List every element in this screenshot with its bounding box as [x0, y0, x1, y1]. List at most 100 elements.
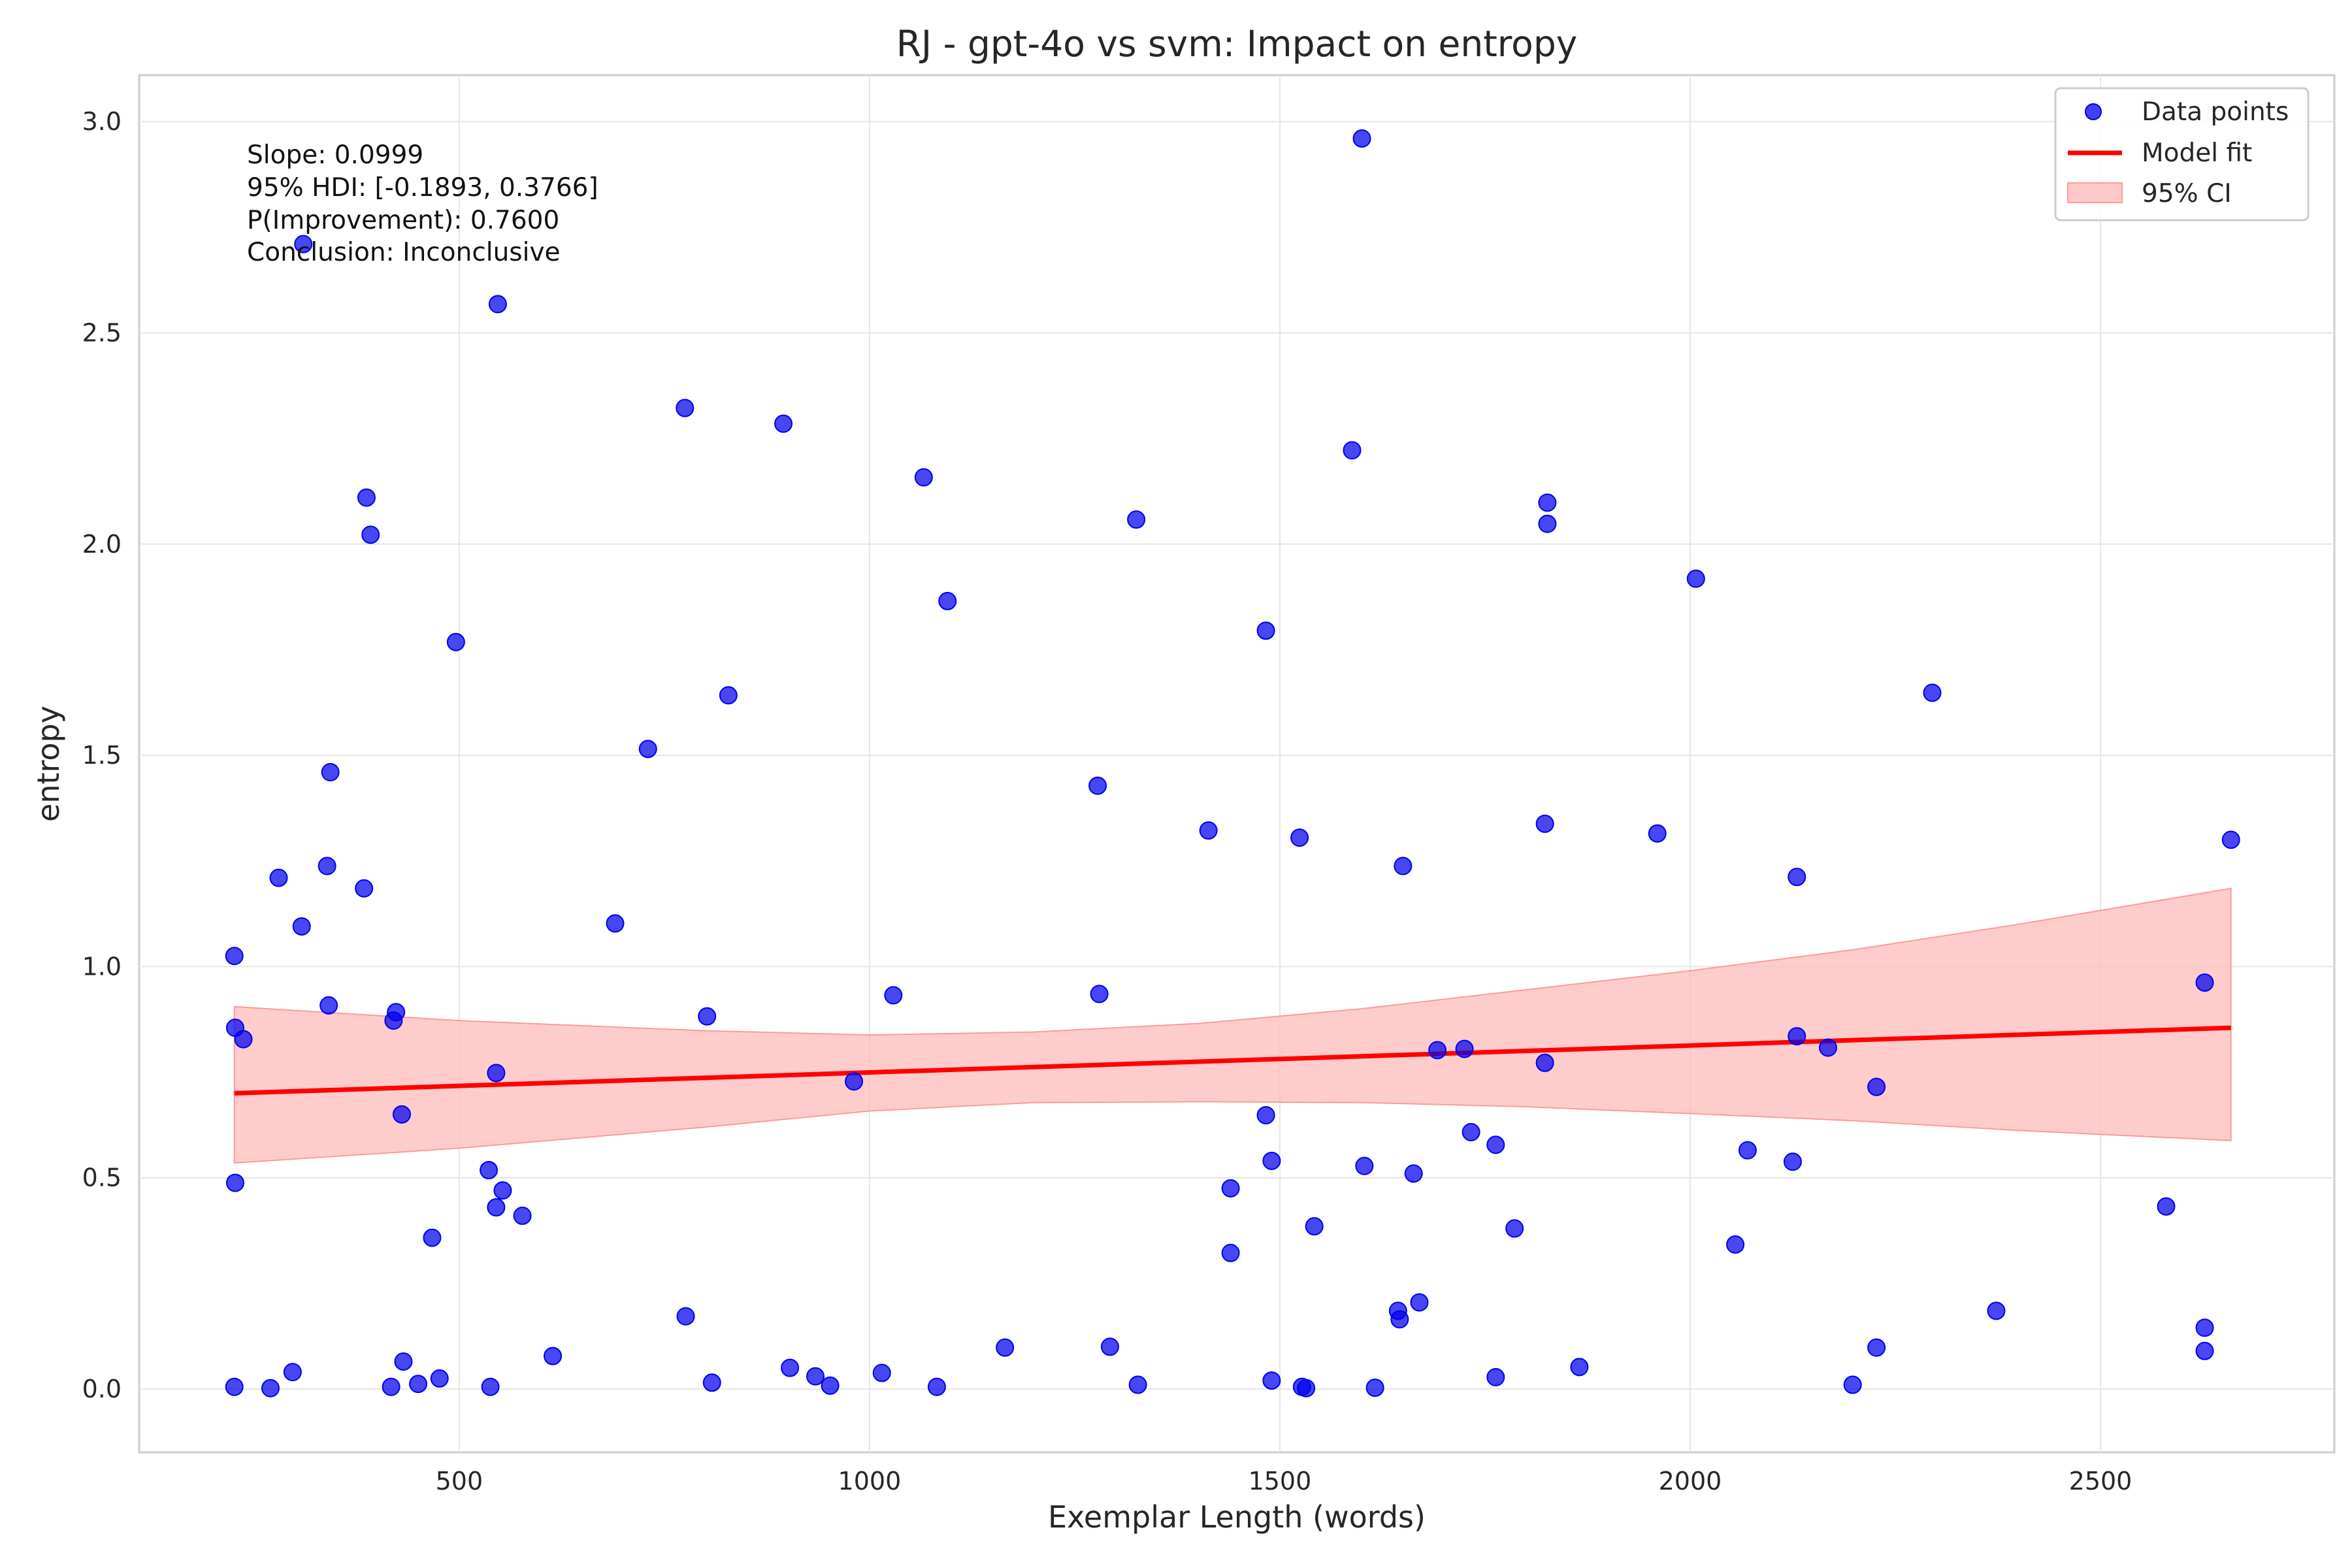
data-point	[355, 879, 374, 898]
data-point	[423, 1228, 442, 1247]
data-point	[225, 1377, 244, 1396]
annotation-p-improvement: P(Improvement): 0.7600	[247, 206, 559, 235]
data-point	[676, 399, 694, 417]
y-tick-label: 1.0	[82, 952, 122, 981]
model-fit-line	[234, 1025, 2231, 1096]
data-point	[481, 1377, 500, 1396]
data-point	[1570, 1358, 1589, 1377]
data-point	[1365, 1379, 1384, 1397]
data-point	[638, 740, 657, 759]
ci-band-layer	[233, 887, 2232, 1164]
data-point	[446, 632, 465, 651]
data-point	[1410, 1293, 1429, 1312]
data-point	[938, 592, 957, 611]
legend: Data points Model fit 95% CI	[2054, 87, 2310, 221]
y-tick-label: 0.0	[82, 1375, 122, 1403]
data-point	[294, 235, 313, 253]
data-point	[884, 986, 903, 1005]
data-point	[321, 762, 340, 781]
data-point	[1726, 1235, 1745, 1254]
data-point	[2221, 830, 2240, 849]
data-point	[269, 868, 288, 887]
data-point	[1738, 1141, 1757, 1160]
data-point	[1428, 1041, 1447, 1060]
data-point	[606, 914, 625, 933]
data-point	[261, 1379, 280, 1397]
data-point	[1343, 441, 1362, 460]
data-point	[234, 1030, 253, 1049]
data-point	[1221, 1179, 1240, 1198]
data-point	[2195, 1341, 2214, 1360]
data-point	[1819, 1038, 1838, 1057]
data-point	[1090, 985, 1109, 1004]
data-point	[430, 1369, 449, 1388]
data-points-layer	[225, 129, 2240, 1397]
legend-marker-ci	[2067, 182, 2123, 203]
data-point	[1535, 1053, 1554, 1072]
data-point	[1394, 857, 1413, 875]
annotation-box: Slope: 0.0999 95% HDI: [-0.1893, 0.3766]…	[247, 140, 598, 267]
data-point	[1256, 1105, 1275, 1124]
data-point	[806, 1367, 825, 1386]
data-point	[225, 947, 244, 966]
data-point	[1486, 1135, 1505, 1154]
chart-title: RJ - gpt-4o vs svm: Impact on entropy	[896, 23, 1578, 65]
y-axis-label: entropy	[31, 706, 66, 822]
y-tick-label: 2.0	[82, 530, 122, 559]
data-point	[1867, 1338, 1886, 1357]
data-point	[1538, 493, 1557, 512]
data-point	[1390, 1310, 1409, 1329]
data-point	[914, 468, 933, 487]
data-point	[1843, 1375, 1862, 1394]
data-point	[487, 1198, 506, 1217]
data-point	[698, 1007, 717, 1026]
data-point	[1535, 814, 1554, 833]
data-point	[927, 1377, 946, 1396]
y-tick-label: 1.5	[82, 741, 122, 770]
data-point	[387, 1003, 406, 1022]
data-point	[719, 686, 738, 705]
x-tick-labels: 500 1000 1500 2000 2500	[436, 1467, 2132, 1495]
annotation-hdi: 95% HDI: [-0.1893, 0.3766]	[247, 173, 598, 203]
data-point	[318, 857, 336, 875]
y-tick-label: 0.5	[82, 1164, 122, 1192]
data-point	[1355, 1156, 1374, 1175]
data-point	[1128, 1375, 1147, 1394]
data-point	[1305, 1217, 1324, 1236]
data-point	[1788, 868, 1806, 887]
data-point	[1290, 828, 1309, 847]
data-point	[1686, 569, 1705, 588]
data-point	[1867, 1077, 1886, 1096]
data-point	[493, 1181, 512, 1200]
data-point	[319, 996, 338, 1015]
data-point	[1923, 683, 1942, 702]
x-tick-label: 500	[436, 1467, 483, 1495]
data-point	[392, 1105, 411, 1124]
data-point	[292, 917, 311, 936]
data-point	[821, 1376, 840, 1395]
grid	[139, 75, 2334, 1452]
y-tick-label: 3.0	[82, 107, 122, 136]
legend-label-ci: 95% CI	[2142, 179, 2232, 208]
legend-label-data-points: Data points	[2142, 97, 2289, 127]
data-point	[382, 1377, 400, 1396]
data-point	[774, 414, 793, 433]
plot-area	[138, 74, 2336, 1454]
data-point	[1199, 821, 1218, 840]
data-point	[1455, 1039, 1474, 1058]
data-point	[781, 1358, 800, 1377]
data-point	[1352, 129, 1371, 148]
ci-band	[233, 887, 2232, 1164]
data-point	[1221, 1243, 1240, 1262]
x-tick-label: 1500	[1249, 1467, 1312, 1495]
data-point	[1486, 1367, 1505, 1386]
data-point	[225, 1173, 244, 1192]
data-point	[1505, 1219, 1524, 1238]
data-point	[283, 1363, 302, 1382]
legend-marker-data-points	[2085, 103, 2102, 120]
data-point	[394, 1352, 413, 1371]
data-point	[1256, 621, 1275, 640]
data-point	[1783, 1152, 1802, 1171]
data-point	[2157, 1197, 2176, 1216]
